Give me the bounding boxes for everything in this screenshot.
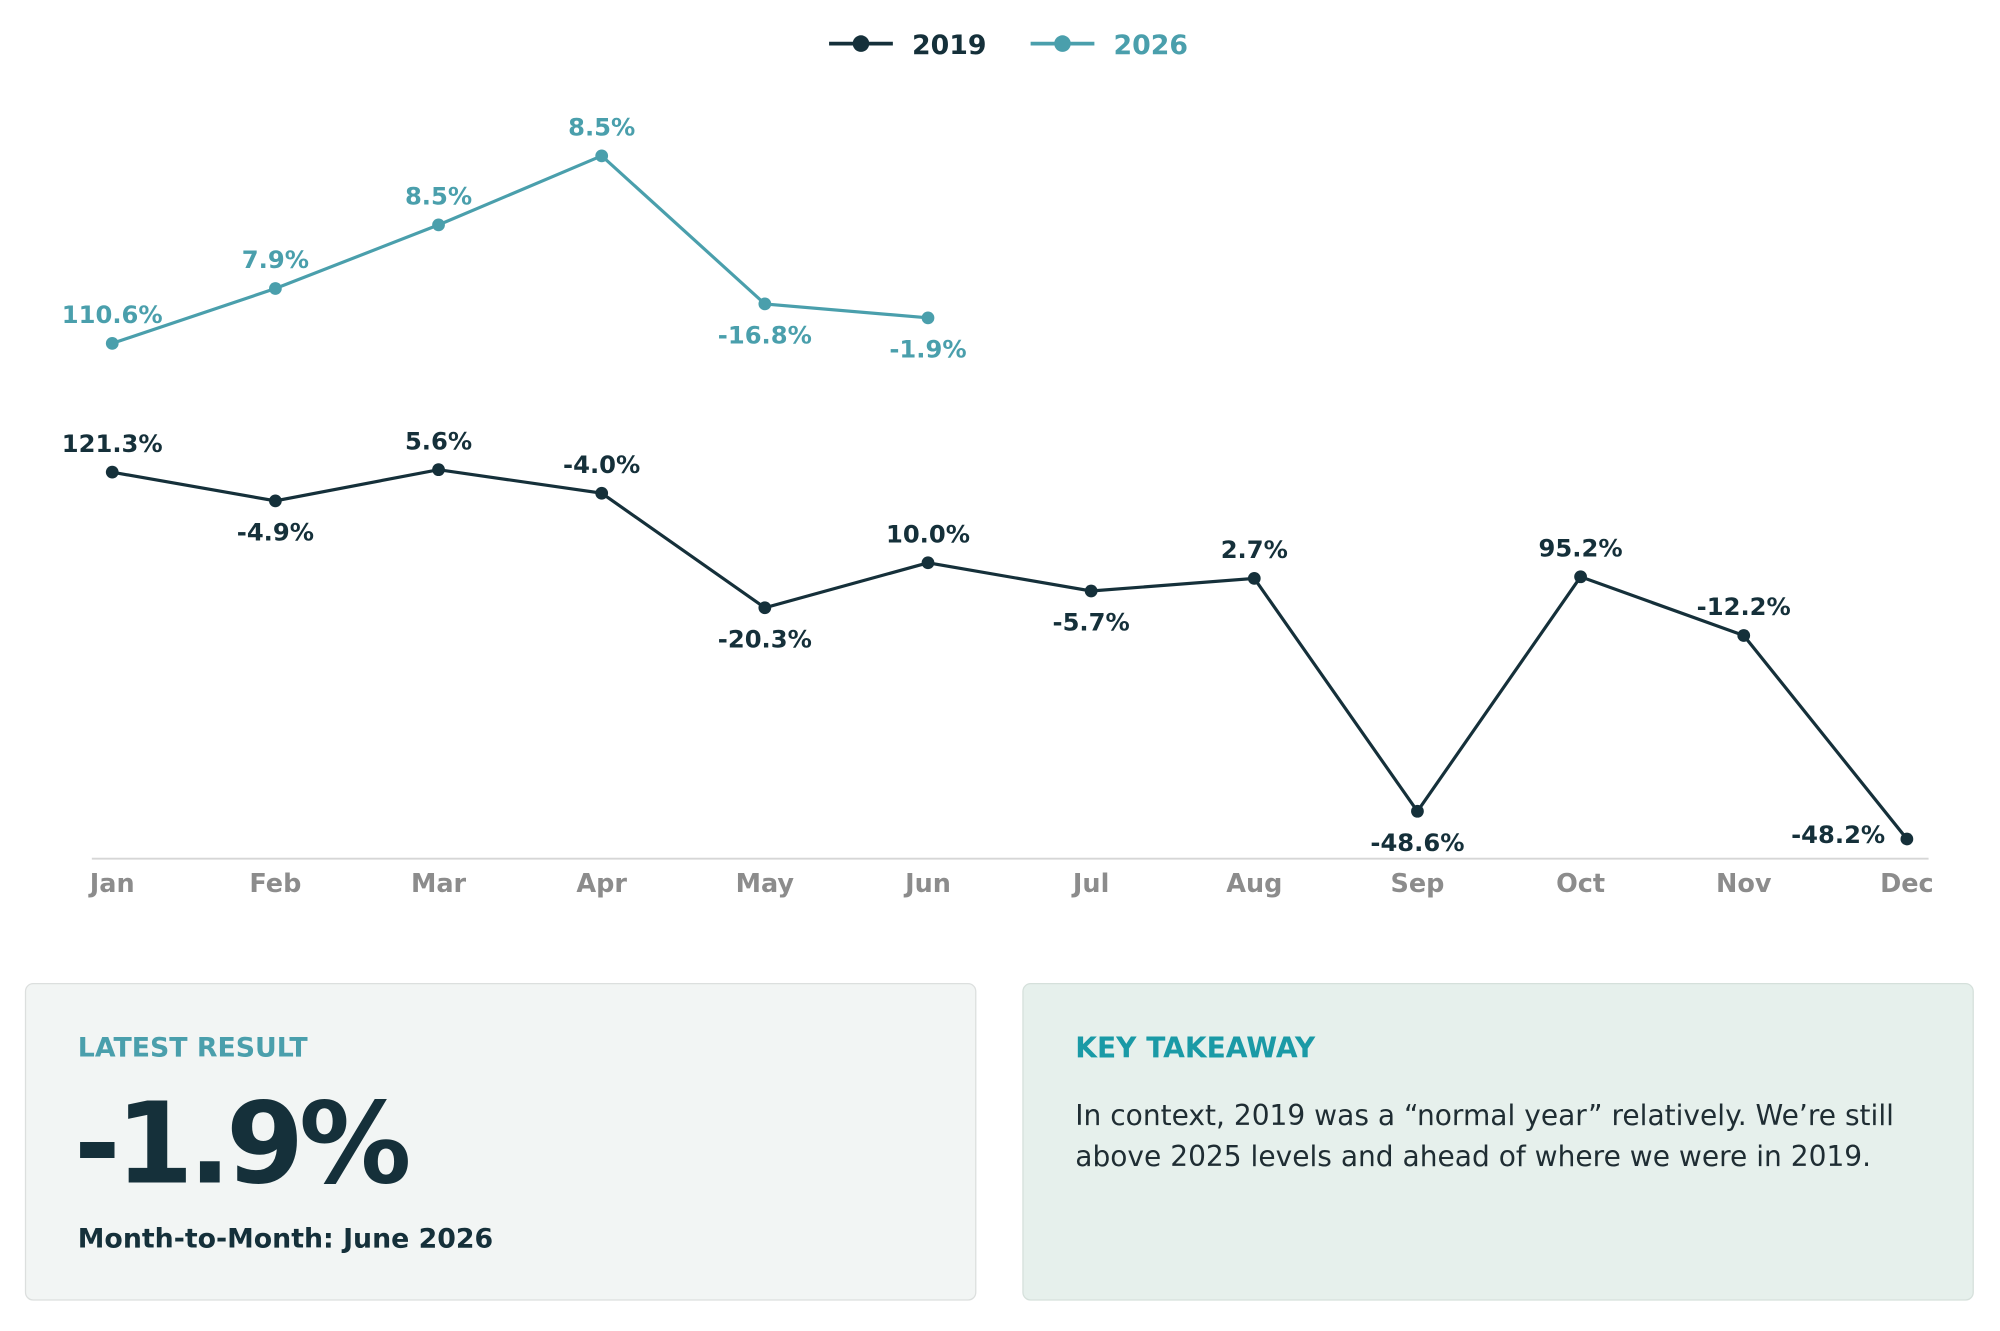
data-point: [921, 311, 935, 325]
latest-card: [24, 983, 977, 1301]
data-label: -12.2%: [1697, 593, 1791, 621]
legend-label: 2026: [1114, 30, 1189, 61]
data-label: 7.9%: [242, 246, 309, 274]
x-tick-label: Nov: [1716, 869, 1772, 899]
data-label: 8.5%: [568, 113, 635, 141]
data-point: [105, 465, 119, 479]
data-point: [758, 601, 772, 615]
x-tick-label: Jun: [903, 869, 951, 899]
data-point: [758, 297, 772, 311]
data-point: [1900, 832, 1914, 846]
data-point: [432, 463, 445, 477]
data-label: -20.3%: [718, 625, 812, 653]
takeaway-box: In context, 2019 was a “normal year” rel…: [1075, 1101, 1894, 1174]
latest-title: LATEST RESULT: [78, 1032, 309, 1063]
x-tick-label: Aug: [1226, 869, 1282, 899]
x-tick-label: Apr: [576, 869, 627, 899]
data-point: [269, 494, 282, 508]
data-point: [921, 556, 935, 570]
data-label: 2.7%: [1221, 536, 1288, 564]
data-point: [105, 336, 119, 350]
data-label: -1.9%: [889, 335, 966, 363]
data-label: 8.5%: [405, 182, 472, 210]
x-tick-label: Feb: [249, 869, 301, 899]
data-point: [1247, 572, 1261, 585]
data-label: 110.6%: [62, 301, 163, 329]
data-point: [1737, 629, 1751, 642]
legend-label: 2019: [912, 30, 987, 61]
x-tick-label: Sep: [1390, 869, 1444, 899]
data-point: [269, 282, 282, 295]
x-tick-label: Oct: [1556, 869, 1605, 899]
takeaway-title: KEY TAKEAWAY: [1075, 1032, 1316, 1065]
data-label: 95.2%: [1539, 534, 1623, 562]
data-label: -5.7%: [1053, 609, 1130, 637]
data-label: 5.6%: [405, 427, 472, 455]
data-point: [595, 149, 609, 163]
data-point: [1084, 584, 1098, 598]
data-point: [1411, 804, 1424, 818]
data-point: [432, 218, 445, 232]
data-label: -4.9%: [237, 518, 314, 546]
legend-dot: [1054, 35, 1071, 52]
takeaway-text: In context, 2019 was a “normal year” rel…: [1075, 1101, 1894, 1174]
latest-value: -1.9%: [74, 1080, 408, 1210]
x-tick-label: Jul: [1071, 869, 1109, 899]
takeaway-card: [1022, 983, 1974, 1301]
data-label: -48.6%: [1370, 829, 1464, 857]
data-label: 10.0%: [886, 520, 970, 548]
x-tick-label: Dec: [1880, 869, 1934, 899]
legend-dot: [852, 35, 870, 52]
data-label: 121.3%: [62, 430, 163, 458]
x-tick-label: Mar: [411, 869, 467, 899]
series-line: [111, 153, 929, 345]
data-point: [595, 486, 609, 500]
latest-caption: Month-to-Month: June 2026: [78, 1224, 493, 1255]
data-point: [1574, 570, 1587, 584]
x-tick-label: Jan: [88, 869, 135, 899]
series-line: [111, 468, 1909, 840]
data-label: -48.2%: [1791, 821, 1885, 849]
x-tick-label: May: [736, 869, 795, 899]
data-label: -16.8%: [718, 321, 812, 349]
data-label: -4.0%: [563, 451, 640, 479]
